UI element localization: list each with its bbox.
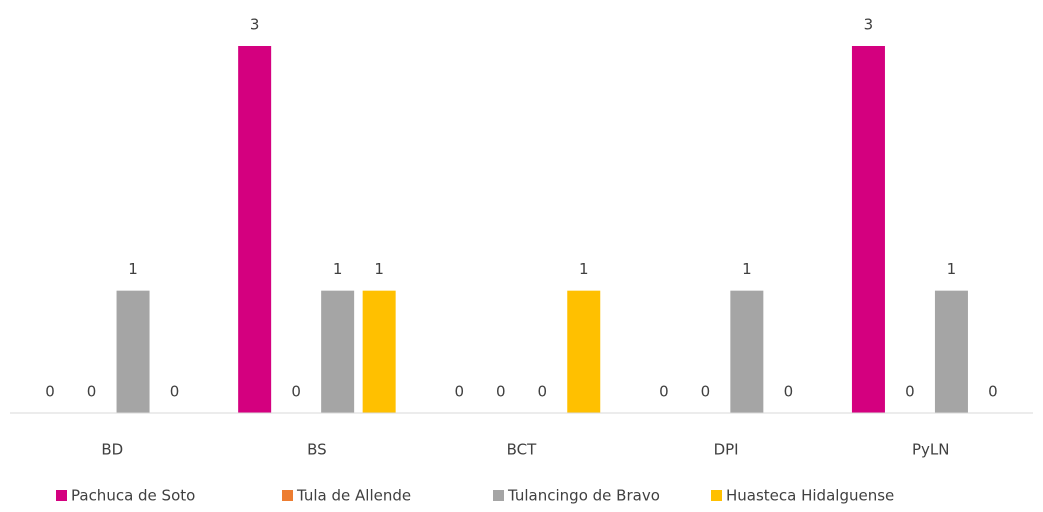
data-label: 0 (170, 383, 180, 401)
data-label: 3 (864, 16, 874, 34)
data-label: 1 (579, 260, 589, 278)
legend-label: Huasteca Hidalguense (726, 487, 894, 505)
bar (730, 290, 764, 413)
data-label: 1 (374, 260, 384, 278)
data-label: 3 (250, 16, 260, 34)
data-label: 0 (291, 383, 301, 401)
legend-swatch (493, 490, 504, 501)
bar (321, 290, 355, 413)
legend-label: Pachuca de Soto (71, 487, 195, 505)
data-label: 1 (947, 260, 957, 278)
bar (934, 290, 968, 413)
legend-label: Tula de Allende (296, 487, 411, 505)
data-label: 1 (333, 260, 343, 278)
data-label: 0 (784, 383, 794, 401)
bar (362, 290, 396, 413)
data-label: 0 (988, 383, 998, 401)
x-tick-label: PyLN (912, 441, 950, 459)
legend-label: Tulancingo de Bravo (507, 487, 660, 505)
data-label: 1 (742, 260, 752, 278)
data-label: 1 (128, 260, 138, 278)
bar (567, 290, 601, 413)
x-tick-label: DPI (714, 441, 739, 459)
legend-swatch (282, 490, 293, 501)
data-label: 0 (537, 383, 547, 401)
data-label: 0 (45, 383, 55, 401)
data-label: 0 (659, 383, 669, 401)
bar (238, 46, 272, 413)
legend-swatch (56, 490, 67, 501)
data-label: 0 (701, 383, 711, 401)
data-label: 0 (87, 383, 97, 401)
data-label: 0 (496, 383, 506, 401)
x-tick-label: BD (101, 441, 123, 459)
bar (851, 46, 885, 413)
data-label: 0 (454, 383, 464, 401)
x-tick-label: BS (307, 441, 327, 459)
data-label: 0 (905, 383, 915, 401)
x-tick-label: BCT (507, 441, 538, 459)
bar (116, 290, 150, 413)
legend-swatch (711, 490, 722, 501)
